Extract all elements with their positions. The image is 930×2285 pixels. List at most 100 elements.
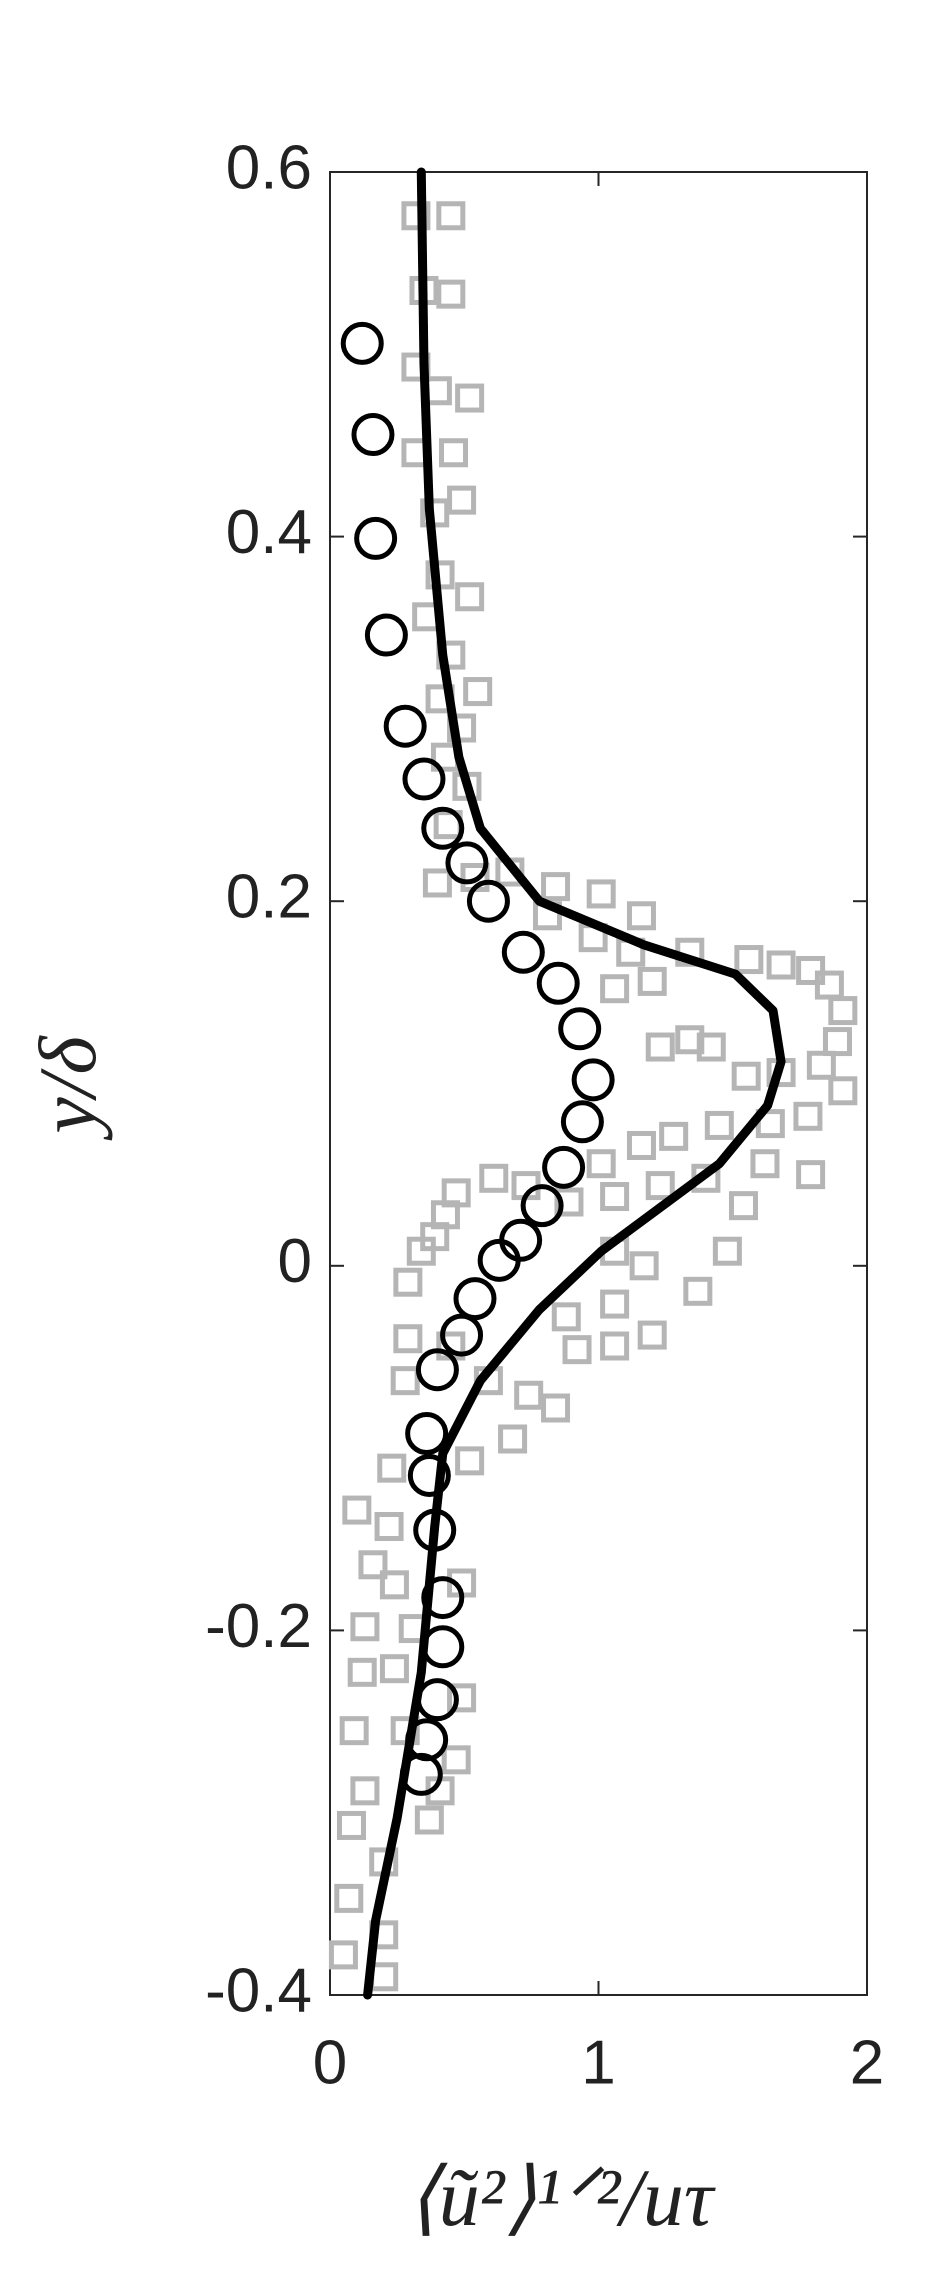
square-marker <box>447 1683 477 1713</box>
y-tick-label: -0.2 <box>205 1592 312 1661</box>
circle-marker <box>558 1007 602 1051</box>
circle-marker <box>421 1576 465 1620</box>
square-marker <box>447 485 477 515</box>
circle-marker <box>351 413 395 457</box>
square-marker <box>455 1446 485 1476</box>
square-marker <box>731 1061 761 1091</box>
square-marker <box>541 1393 571 1423</box>
square-marker <box>659 1121 689 1151</box>
circle-marker <box>399 1752 443 1796</box>
circle-marker <box>542 1145 586 1189</box>
square-marker <box>696 1032 726 1062</box>
square-marker <box>734 945 764 975</box>
square-marker <box>358 1550 388 1580</box>
y-tick-label: -0.4 <box>205 1956 312 2025</box>
circle-marker <box>383 704 427 748</box>
profile-line <box>363 167 786 2000</box>
square-marker <box>551 1302 581 1332</box>
square-marker <box>600 974 630 1004</box>
square-marker <box>436 279 466 309</box>
y-tick-label: 0.6 <box>226 133 312 202</box>
circle-marker <box>466 879 510 923</box>
circle-marker <box>536 961 580 1005</box>
square-marker <box>793 1101 823 1131</box>
square-marker <box>645 1032 675 1062</box>
square-marker <box>342 1495 372 1525</box>
circle-marker <box>405 1718 449 1762</box>
square-marker <box>414 1805 444 1835</box>
square-marker <box>379 1570 409 1600</box>
square-marker <box>806 1050 836 1080</box>
square-marker <box>796 1160 826 1190</box>
circle-marker <box>421 1625 465 1669</box>
circle-marker <box>407 1453 451 1497</box>
circle-marker <box>405 1412 449 1456</box>
circle-marker <box>340 321 384 365</box>
square-marker <box>441 1745 471 1775</box>
x-tick-label: 1 <box>581 2028 615 2097</box>
circle-marker <box>501 930 545 974</box>
square-marker <box>766 950 796 980</box>
square-marker <box>586 879 616 909</box>
square-marker <box>514 1380 544 1410</box>
square-marker <box>350 1776 380 1806</box>
square-marker <box>796 955 826 985</box>
square-marker <box>350 1612 380 1642</box>
square-marker <box>377 1453 407 1483</box>
square-marker <box>447 713 477 743</box>
square-marker <box>401 201 431 231</box>
circle-marker <box>415 1678 459 1722</box>
square-marker <box>586 1149 616 1179</box>
square-marker <box>436 201 466 231</box>
square-marker <box>600 1182 630 1212</box>
square-marker <box>637 966 667 996</box>
circle-marker <box>421 806 465 850</box>
square-marker <box>645 1171 675 1201</box>
circle-marker <box>364 613 408 657</box>
square-marker <box>562 1335 592 1365</box>
square-marker <box>629 1251 659 1281</box>
square-marker <box>498 1424 528 1454</box>
square-marker <box>328 1940 358 1970</box>
square-marker <box>704 1110 734 1140</box>
square-marker <box>334 1883 364 1913</box>
circle-marker <box>499 1218 543 1262</box>
square-marker <box>626 1130 656 1160</box>
square-marker <box>374 1511 404 1541</box>
square-marker <box>393 1267 423 1297</box>
square-marker <box>822 1027 852 1057</box>
square-marker <box>683 1276 713 1306</box>
square-marker <box>541 872 571 902</box>
square-marker <box>600 1331 630 1361</box>
circle-marker <box>571 1058 615 1102</box>
square-marker <box>828 996 858 1026</box>
square-marker <box>463 677 493 707</box>
square-marker <box>600 1289 630 1319</box>
x-tick-label: 0 <box>313 2028 347 2097</box>
square-marker <box>554 1187 584 1217</box>
circle-marker <box>560 1100 604 1144</box>
square-marker <box>455 383 485 413</box>
square-marker <box>379 1654 409 1684</box>
circle-marker <box>440 1313 484 1357</box>
square-marker <box>728 1191 758 1221</box>
y-tick-label: 0 <box>278 1227 312 1296</box>
square-marker <box>422 868 452 898</box>
circle-marker <box>354 516 398 560</box>
square-marker <box>637 1320 667 1350</box>
square-marker <box>393 1324 423 1354</box>
circle-marker <box>453 1277 497 1321</box>
x-axis-label: ⟨ũ²⟩¹ᐟ²/uτ <box>407 2152 716 2243</box>
y-tick-label: 0.4 <box>226 498 312 567</box>
circle-marker <box>445 841 489 885</box>
y-tick-label: 0.2 <box>226 863 312 932</box>
square-marker <box>369 1962 399 1992</box>
square-marker <box>336 1810 366 1840</box>
square-marker <box>339 1716 369 1746</box>
square-marker <box>439 438 469 468</box>
square-marker <box>828 1076 858 1106</box>
circle-marker <box>520 1184 564 1228</box>
circle-marker <box>413 1508 457 1552</box>
